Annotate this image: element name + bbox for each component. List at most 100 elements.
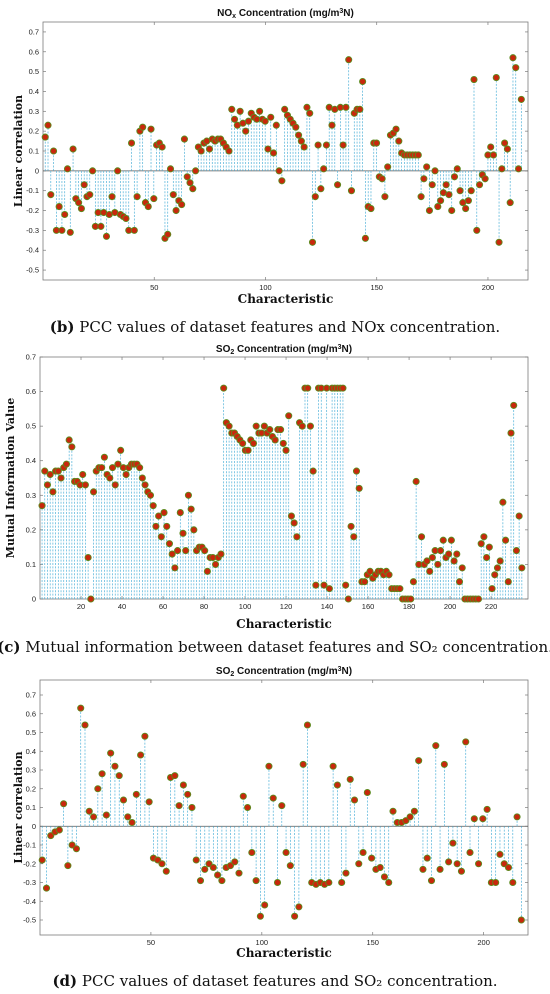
data-point: [165, 540, 174, 548]
y-tick-label: 0.6: [29, 47, 39, 56]
data-point: [192, 167, 200, 175]
data-point: [141, 481, 149, 489]
data-point: [436, 547, 445, 555]
data-point: [285, 412, 293, 420]
data-point: [214, 871, 222, 879]
y-tick-label: -0.3: [23, 878, 36, 887]
data-point: [312, 581, 320, 589]
data-point: [303, 721, 311, 729]
x-tick-label: 100: [256, 938, 269, 947]
series-stems: [41, 708, 522, 920]
y-tick-label: 0.7: [26, 691, 36, 700]
data-point: [320, 581, 328, 589]
data-point: [172, 206, 180, 215]
data-point: [347, 522, 355, 530]
data-point: [496, 850, 504, 858]
data-point: [314, 141, 322, 149]
data-point: [168, 550, 176, 558]
data-point: [94, 785, 102, 793]
data-point: [90, 488, 98, 496]
data-point: [205, 145, 214, 153]
data-point: [49, 488, 57, 496]
data-point: [384, 163, 392, 171]
x-tick-label: 40: [118, 602, 126, 611]
y-tick-label: 0.3: [26, 766, 36, 775]
y-tick-label: 0: [35, 166, 39, 175]
chart-c: SO2 Concentration (mg/m3N) 0 0.1 0.2 0.3 0.4 0…: [0, 344, 550, 656]
data-point: [41, 467, 49, 475]
x-axis-label: Characteristic: [238, 292, 334, 306]
data-point: [265, 762, 273, 770]
data-point: [492, 74, 500, 82]
data-point: [201, 865, 209, 873]
data-point: [450, 557, 458, 565]
data-point: [171, 772, 179, 780]
data-point: [419, 865, 427, 873]
data-point: [445, 550, 453, 558]
data-point: [448, 206, 456, 215]
data-point: [372, 139, 381, 147]
data-point: [295, 131, 303, 139]
data-point: [281, 105, 289, 113]
plot-area: [42, 21, 529, 281]
data-point: [445, 858, 453, 866]
data-point: [495, 238, 503, 246]
chart-b: NOx Concentration (mg/m3N) -0.5 -0.4 -0.3 -0…: [12, 8, 529, 336]
y-tick-label: 0.2: [29, 127, 39, 136]
data-point: [279, 439, 287, 447]
data-point: [458, 564, 466, 572]
data-point: [261, 901, 269, 909]
data-point: [136, 464, 144, 472]
data-point: [235, 869, 243, 877]
data-point: [512, 547, 520, 555]
data-point: [493, 564, 502, 572]
x-tick-label: 200: [444, 602, 457, 611]
data-point: [344, 595, 352, 603]
data-point: [260, 422, 268, 430]
data-point: [218, 877, 226, 885]
data-point: [334, 181, 342, 189]
data-point: [50, 147, 58, 155]
data-point: [187, 505, 195, 513]
x-tick-label: 200: [482, 283, 495, 292]
data-point: [231, 858, 239, 866]
data-point: [355, 860, 363, 868]
x-tick-label: 200: [477, 938, 490, 947]
data-point: [325, 878, 333, 887]
data-point: [467, 187, 475, 195]
data-point: [418, 533, 426, 541]
chart-title: SO2 Concentration (mg/m3N): [216, 666, 352, 678]
data-point: [518, 564, 526, 572]
x-tick-label: 120: [280, 602, 293, 611]
data-point: [244, 117, 253, 125]
data-point: [503, 145, 511, 153]
data-point: [98, 770, 106, 778]
series-markers: [41, 54, 525, 246]
data-point: [69, 145, 77, 153]
data-point: [492, 878, 500, 887]
x-tick-label: 50: [150, 283, 158, 292]
y-tick-label: 0.2: [26, 525, 36, 534]
data-point: [111, 762, 119, 770]
data-point: [107, 749, 115, 757]
data-point: [158, 143, 166, 151]
y-tick-label: 0.5: [29, 67, 39, 76]
data-point: [306, 109, 314, 117]
data-point: [449, 839, 457, 847]
x-tick-label: 20: [77, 602, 85, 611]
data-point: [184, 790, 192, 798]
data-point: [160, 509, 168, 517]
data-point: [450, 173, 459, 181]
data-point: [427, 877, 436, 885]
y-tick-label: 0.7: [26, 353, 36, 362]
data-point: [389, 807, 397, 815]
x-tick-label: 180: [403, 602, 416, 611]
data-point: [182, 547, 190, 555]
data-point: [196, 877, 205, 885]
data-point: [97, 222, 105, 230]
data-point: [470, 76, 478, 84]
x-tick-label: 140: [321, 602, 334, 611]
data-point: [77, 205, 85, 213]
x-tick-label: 150: [366, 938, 379, 947]
data-point: [409, 578, 417, 586]
